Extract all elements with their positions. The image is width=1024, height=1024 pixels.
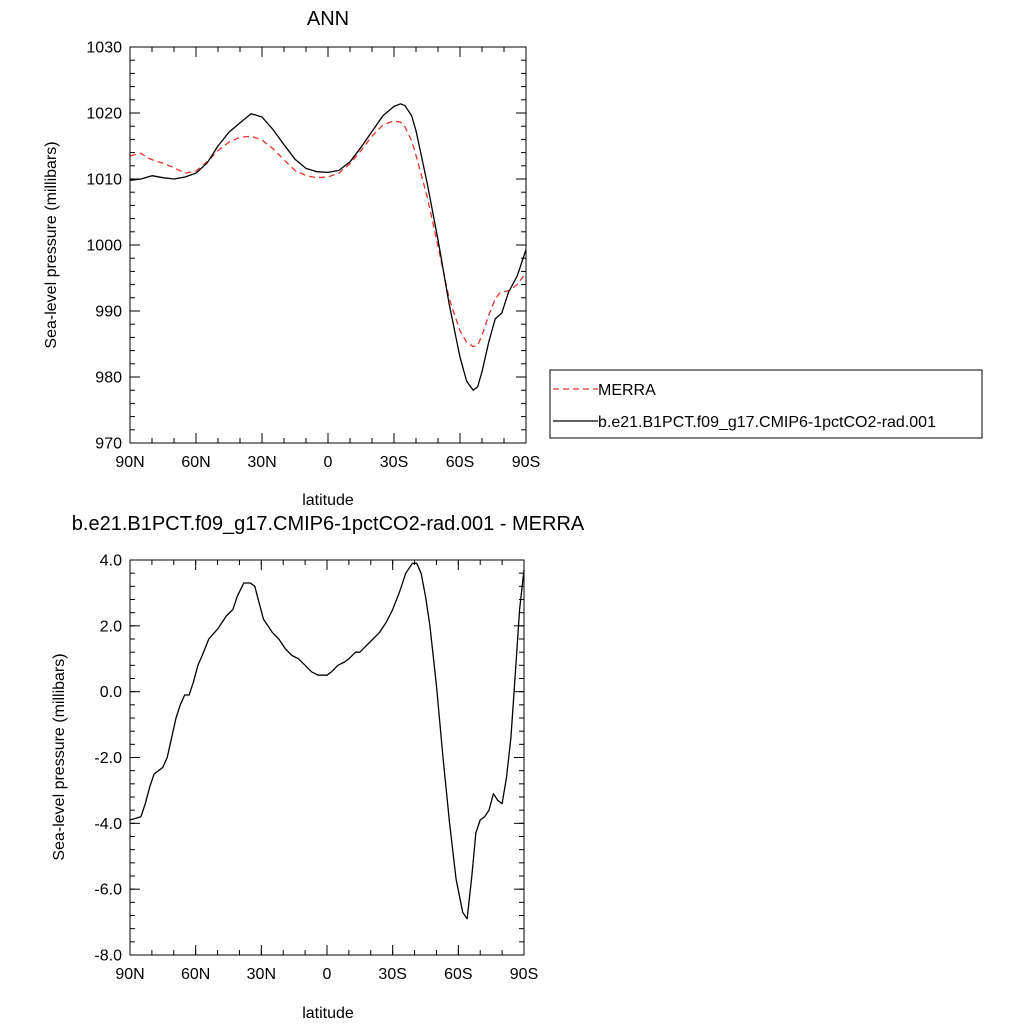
bottom-chart-ticks: 90N 60N 30N 0 30S 60S 90S -8.0 -6.0 -4.0 -2.0 0.0 2.… <box>94 553 538 984</box>
legend-model-label: b.e21.B1PCT.f09_g17.CMIP6-1pctCO2-rad.00… <box>598 414 936 431</box>
bottom-chart-ytick-label: -2.0 <box>94 750 122 767</box>
top-chart-lines <box>129 103 527 391</box>
legend: MERRA b.e21.B1PCT.f09_g17.CMIP6-1pctCO2-… <box>549 369 983 439</box>
bottom-chart-xlabel: latitude <box>302 1005 354 1022</box>
bottom-chart-lines <box>129 562 525 920</box>
top-chart-xtick-label: 0 <box>324 454 333 471</box>
legend-merra-label: MERRA <box>598 382 656 399</box>
bottom-chart-series-line-0 <box>129 562 525 920</box>
top-chart-series-merra <box>129 120 527 348</box>
top-chart-xtick-label: 60S <box>446 454 474 471</box>
bottom-chart-ytick-label: 0.0 <box>100 684 122 701</box>
top-chart-frame <box>129 46 527 444</box>
top-chart-panel: ANN latitude Sea-level pressure (milliba… <box>43 8 540 509</box>
bottom-chart-panel: b.e21.B1PCT.f09_g17.CMIP6-1pctCO2-rad.00… <box>51 513 585 1022</box>
top-chart-ticks: 90N 60N 30N 0 30S 60S 90S 970 980 990 1000 1010 1020… <box>86 40 540 472</box>
top-chart-xtick-label: 30S <box>380 454 408 471</box>
bottom-chart-xtick-label: 90S <box>510 966 538 983</box>
top-chart-ytick-label: 970 <box>95 436 122 453</box>
bottom-chart-ytick-label: -6.0 <box>94 882 122 899</box>
bottom-chart-xtick-label: 30N <box>247 966 276 983</box>
legend-box <box>549 369 983 439</box>
top-chart-ytick-label: 990 <box>95 304 122 321</box>
top-chart-ylabel: Sea-level pressure (millibars) <box>43 141 60 348</box>
top-chart-title: ANN <box>307 8 349 30</box>
bottom-chart-title: b.e21.B1PCT.f09_g17.CMIP6-1pctCO2-rad.00… <box>72 513 585 535</box>
bottom-chart-ytick-label: 2.0 <box>100 618 122 635</box>
bottom-chart-xtick-label: 60N <box>181 966 210 983</box>
top-chart-xtick-label: 90N <box>115 454 144 471</box>
top-chart-xtick-label: 30N <box>247 454 276 471</box>
bottom-chart-ytick-label: 4.0 <box>100 553 122 570</box>
top-chart-ytick-label: 1010 <box>86 172 122 189</box>
bottom-chart-xtick-label: 30S <box>378 966 406 983</box>
bottom-chart-xtick-label: 0 <box>323 966 332 983</box>
top-chart-ytick-label: 1030 <box>86 40 122 57</box>
bottom-chart-ylabel: Sea-level pressure (millibars) <box>51 653 68 860</box>
bottom-chart-xtick-label: 90N <box>115 966 144 983</box>
bottom-chart-frame <box>129 559 525 956</box>
top-chart-ytick-label: 1000 <box>86 238 122 255</box>
bottom-chart-xtick-label: 60S <box>444 966 472 983</box>
top-chart-ytick-label: 1020 <box>86 106 122 123</box>
top-chart-xtick-label: 90S <box>512 454 540 471</box>
top-chart-xlabel: latitude <box>302 492 354 509</box>
bottom-chart-ytick-label: -8.0 <box>94 948 122 965</box>
bottom-chart-ytick-label: -4.0 <box>94 816 122 833</box>
top-chart-xtick-label: 60N <box>181 454 210 471</box>
top-chart-series-b-e21-b1pct-f09-g17-cmip6-1pctco2-rad-001 <box>129 103 527 391</box>
top-chart-ytick-label: 980 <box>95 370 122 387</box>
